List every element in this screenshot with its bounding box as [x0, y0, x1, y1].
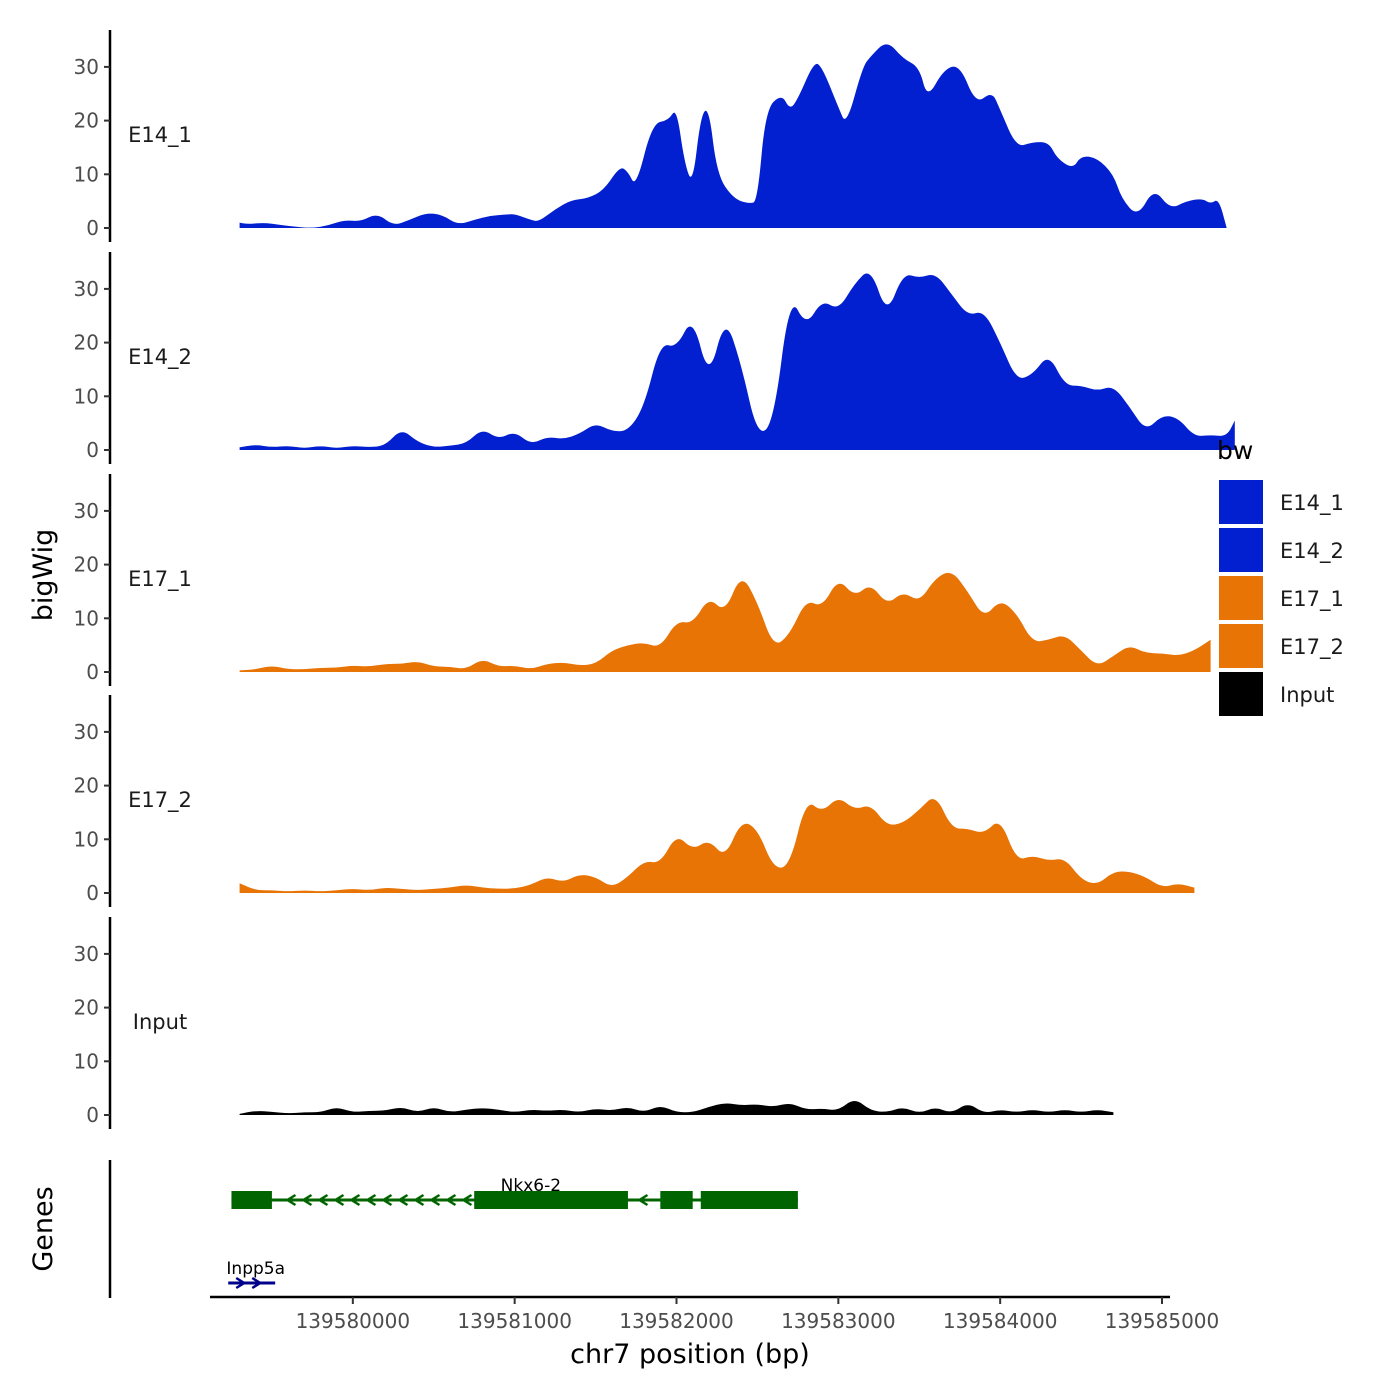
legend-swatch-E17_2: [1219, 624, 1263, 668]
legend: bw E14_1 E14_2 E17_1 E17_2 Input: [1217, 436, 1344, 716]
area-E14_1: [239, 44, 1227, 228]
x-axis: 139580000 139581000 139582000 139583000 1395…: [210, 1295, 1220, 1333]
y-tick-label: 30: [74, 55, 99, 79]
gene-exon: [231, 1191, 272, 1209]
y-tick-label: 20: [74, 774, 99, 798]
track-E17_2: 0 10 20 30 E17_2: [74, 695, 1195, 907]
genes-axis-title: Genes: [28, 1186, 59, 1271]
strand-arrow: [637, 1193, 649, 1207]
gene-exon: [660, 1191, 693, 1209]
y-axis-title: bigWig: [28, 529, 59, 622]
track-label-E17_2: E17_2: [128, 788, 192, 813]
track-label-Input: Input: [133, 1010, 187, 1034]
legend-label-Input: Input: [1280, 683, 1334, 707]
gene-label-Nkx6-2: Nkx6-2: [501, 1176, 561, 1196]
gene-exon: [474, 1191, 628, 1209]
y-tick-label: 10: [74, 384, 99, 408]
genes-track: Nkx6-2 Inpp5a: [108, 1160, 798, 1298]
x-tick-label: 139582000: [619, 1309, 734, 1333]
area-E14_2: [239, 273, 1235, 450]
x-tick-label: 139584000: [943, 1309, 1058, 1333]
y-tick-label: 20: [74, 331, 99, 355]
y-tick-label: 30: [74, 277, 99, 301]
track-E14_1: 0 10 20 30 E14_1: [74, 30, 1227, 242]
legend-label-E17_2: E17_2: [1280, 635, 1344, 660]
y-tick-label: 30: [74, 942, 99, 966]
track-Input: 0 10 20 30 Input: [74, 917, 1114, 1129]
x-tick-label: 139583000: [781, 1309, 896, 1333]
strand-arrow: [429, 1193, 441, 1207]
y-tick-label: 0: [86, 660, 99, 684]
track-E14_2: 0 10 20 30 E14_2: [74, 252, 1235, 464]
area-E17_2: [239, 799, 1195, 893]
gene-Nkx6-2: Nkx6-2: [231, 1176, 798, 1209]
strand-arrow: [301, 1193, 313, 1207]
y-tick-label: 10: [74, 606, 99, 630]
y-tick-label: 10: [74, 162, 99, 186]
area-Input: [239, 1101, 1114, 1115]
gene-exon: [700, 1191, 798, 1209]
strand-arrow: [381, 1193, 393, 1207]
strand-arrow: [235, 1276, 247, 1290]
strand-arrow: [365, 1193, 377, 1207]
x-tick-label: 139581000: [457, 1309, 572, 1333]
track-label-E14_2: E14_2: [128, 345, 192, 370]
y-tick-label: 10: [74, 1049, 99, 1073]
strand-arrow: [285, 1193, 297, 1207]
strand-arrow: [413, 1193, 425, 1207]
y-tick-label: 30: [74, 720, 99, 744]
y-tick-label: 20: [74, 553, 99, 577]
x-axis-title: chr7 position (bp): [570, 1339, 810, 1370]
legend-swatch-Input: [1219, 672, 1263, 716]
y-tick-label: 30: [74, 499, 99, 523]
strand-arrow: [397, 1193, 409, 1207]
y-tick-label: 10: [74, 827, 99, 851]
legend-swatch-E14_2: [1219, 528, 1263, 572]
y-tick-label: 0: [86, 216, 99, 240]
area-E17_1: [239, 572, 1211, 672]
x-tick-label: 139585000: [1105, 1309, 1220, 1333]
y-tick-label: 0: [86, 881, 99, 905]
y-tick-label: 20: [74, 996, 99, 1020]
strand-arrow: [251, 1276, 263, 1290]
strand-arrow: [445, 1193, 457, 1207]
y-tick-label: 0: [86, 438, 99, 462]
track-E17_1: 0 10 20 30 E17_1: [74, 474, 1211, 686]
legend-label-E14_1: E14_1: [1280, 491, 1344, 516]
gene-label-Inpp5a: Inpp5a: [226, 1259, 285, 1279]
legend-label-E17_1: E17_1: [1280, 587, 1344, 612]
gene-Inpp5a: Inpp5a: [226, 1259, 285, 1290]
strand-arrow: [349, 1193, 361, 1207]
legend-swatch-E17_1: [1219, 576, 1263, 620]
y-tick-label: 0: [86, 1103, 99, 1127]
legend-title: bw: [1217, 436, 1253, 465]
y-tick-label: 20: [74, 109, 99, 133]
track-label-E14_1: E14_1: [128, 123, 192, 148]
track-label-E17_1: E17_1: [128, 567, 192, 592]
x-tick-label: 139580000: [296, 1309, 411, 1333]
strand-arrow: [333, 1193, 345, 1207]
legend-swatch-E14_1: [1219, 480, 1263, 524]
strand-arrow: [461, 1193, 473, 1207]
legend-label-E14_2: E14_2: [1280, 539, 1344, 564]
strand-arrow: [317, 1193, 329, 1207]
signal-tracks: 0 10 20 30 E14_1 0 10 20 30 E14_2 0 10 20 30 E17_1 0 10 2…: [74, 30, 1235, 1129]
